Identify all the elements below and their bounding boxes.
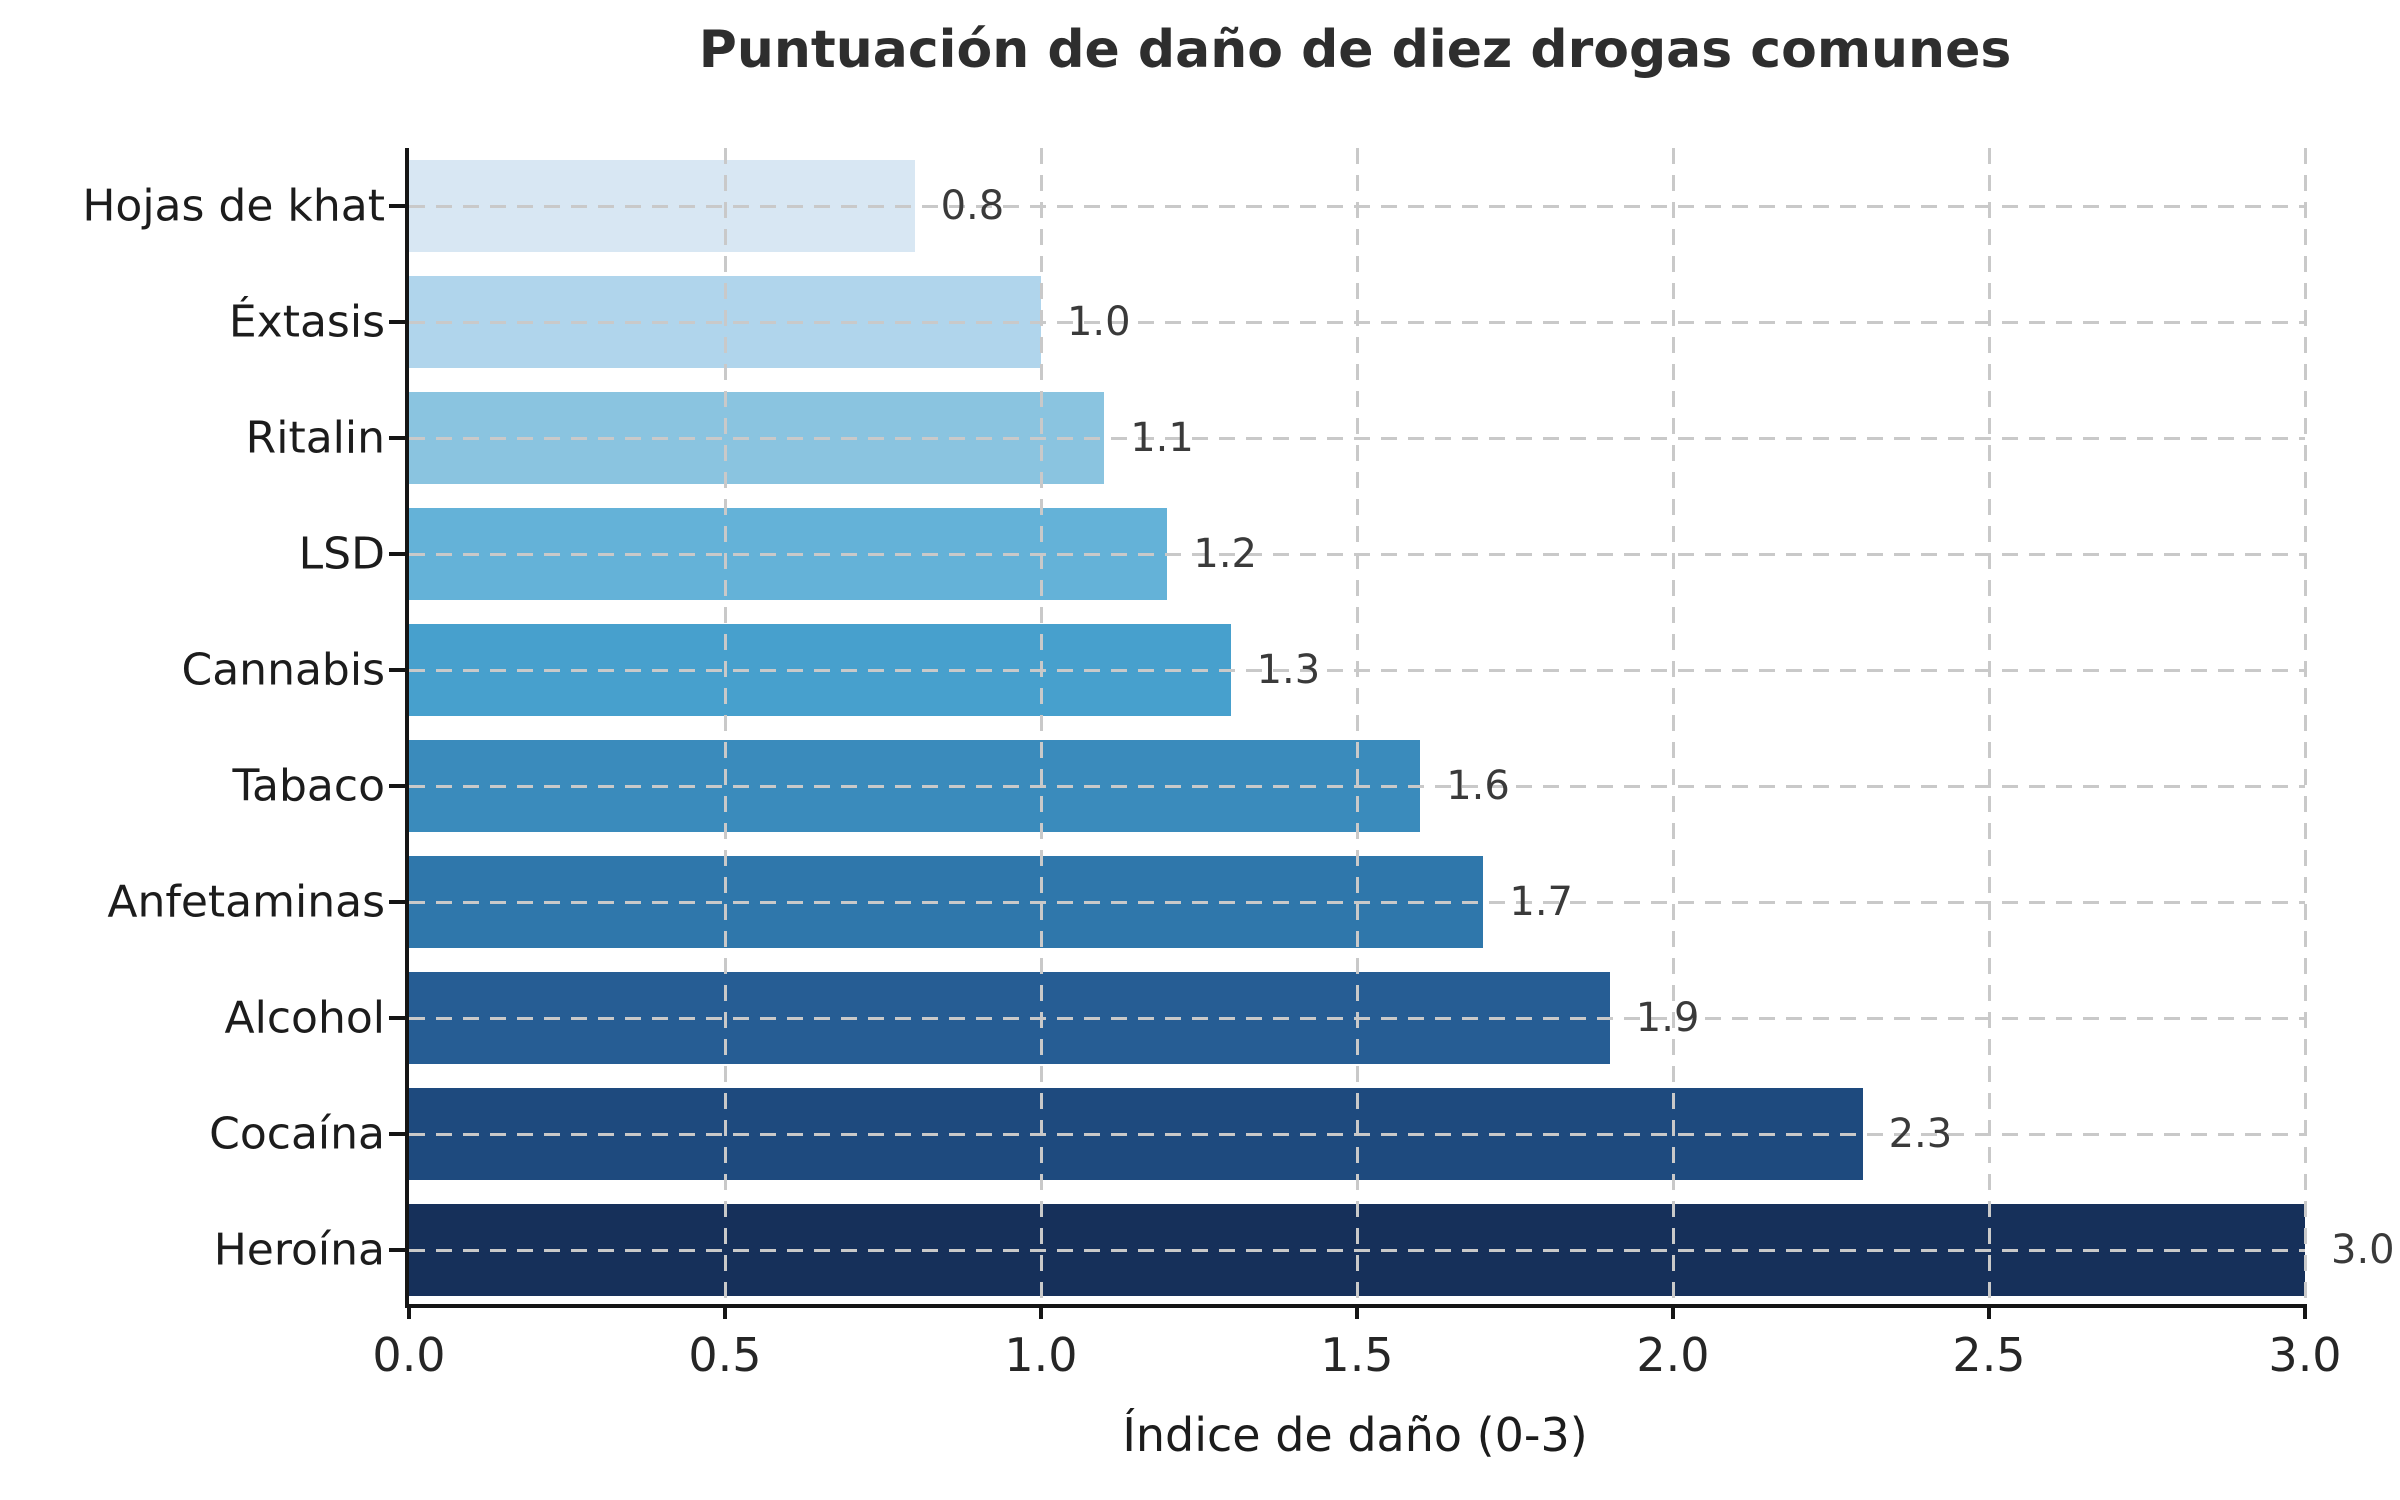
y-tick-mark [389, 668, 405, 672]
bar-value-label: 2.3 [1888, 1111, 1953, 1157]
x-tick-label: 3.0 [2268, 1328, 2342, 1382]
horizontal-gridline [409, 1017, 2305, 1020]
category-label: Tabaco [232, 760, 385, 812]
bar-value-label: 1.6 [1446, 763, 1510, 809]
category-label: Éxtasis [228, 296, 385, 348]
horizontal-gridline [409, 1249, 2305, 1252]
category-label: Cannabis [181, 644, 386, 696]
vertical-gridline [1039, 148, 1043, 1304]
bar-row: Ritalin 1.1 [246, 380, 2305, 496]
x-tick-mark [407, 1304, 411, 1319]
x-tick-mark [722, 1304, 727, 1319]
y-tick-mark [389, 900, 405, 904]
plot-area: 0.0 0.5 1.0 1.5 2.0 2.5 3.0 Hojas de khat 0.8 Éxt… [82, 148, 2395, 1382]
chart-title: Puntuación de daño de diez drogas comune… [698, 20, 2012, 80]
bar-value-label: 3.0 [2331, 1227, 2395, 1273]
bar-value-label: 1.9 [1635, 995, 1700, 1041]
horizontal-gridline [409, 321, 2305, 324]
y-tick-mark [389, 204, 405, 208]
y-tick-mark [389, 784, 405, 788]
y-tick-mark [389, 1132, 405, 1136]
category-label: Anfetaminas [107, 876, 385, 928]
bar-row: Cannabis 1.3 [182, 612, 2305, 728]
vertical-gridline [2304, 148, 2307, 1304]
vertical-gridline [1988, 148, 1991, 1304]
x-tick-label: 1.0 [1004, 1328, 1078, 1382]
vertical-gridline [723, 148, 727, 1304]
category-label: Hojas de khat [82, 180, 385, 232]
bar-value-label: 0.8 [940, 183, 1005, 229]
bar-value-label: 1.0 [1066, 299, 1131, 345]
x-tick-label: 2.0 [1636, 1328, 1710, 1382]
horizontal-gridline [409, 553, 2305, 556]
horizontal-gridline [409, 901, 2305, 904]
horizontal-gridline [409, 669, 2305, 672]
x-tick-mark [1355, 1304, 1359, 1319]
x-tick-label: 1.5 [1320, 1328, 1394, 1382]
category-label: Ritalin [245, 412, 385, 464]
x-axis-label: Índice de daño (0-3) [1122, 1408, 1588, 1462]
bar-row: Hojas de khat 0.8 [82, 148, 2305, 264]
category-label: Alcohol [224, 992, 385, 1044]
x-tick-label: 2.5 [1952, 1328, 2026, 1382]
x-tick-mark [2303, 1304, 2307, 1319]
vertical-gridline [1671, 148, 1675, 1304]
y-tick-mark [389, 320, 405, 324]
horizontal-gridline [409, 1133, 2305, 1136]
y-tick-mark [389, 436, 405, 440]
horizontal-gridline [409, 205, 2305, 208]
bar-value-label: 1.1 [1130, 415, 1194, 461]
category-label: Heroína [213, 1224, 385, 1276]
y-tick-mark [389, 552, 405, 556]
x-tick-label: 0.5 [688, 1328, 762, 1382]
bar-value-label: 1.3 [1256, 647, 1321, 693]
horizontal-gridline [409, 785, 2305, 788]
bar-row: Anfetaminas 1.7 [107, 844, 2305, 960]
category-label: LSD [298, 528, 385, 580]
x-tick-mark [1670, 1304, 1675, 1319]
bar-value-label: 1.7 [1509, 879, 1574, 925]
vertical-gridline [1356, 148, 1359, 1304]
bar-row: Alcohol 1.9 [225, 960, 2305, 1076]
x-tick-mark [1038, 1304, 1043, 1319]
y-tick-mark [389, 1016, 405, 1020]
horizontal-gridline [409, 437, 2305, 440]
x-tick-label: 0.0 [372, 1328, 446, 1382]
bar-value-label: 1.2 [1193, 531, 1258, 577]
bar-row: Tabaco 1.6 [232, 728, 2305, 844]
y-tick-mark [389, 1248, 405, 1252]
x-tick-mark [1987, 1304, 1991, 1319]
bar-row: Cocaína 2.3 [209, 1076, 2305, 1192]
category-label: Cocaína [209, 1108, 385, 1160]
